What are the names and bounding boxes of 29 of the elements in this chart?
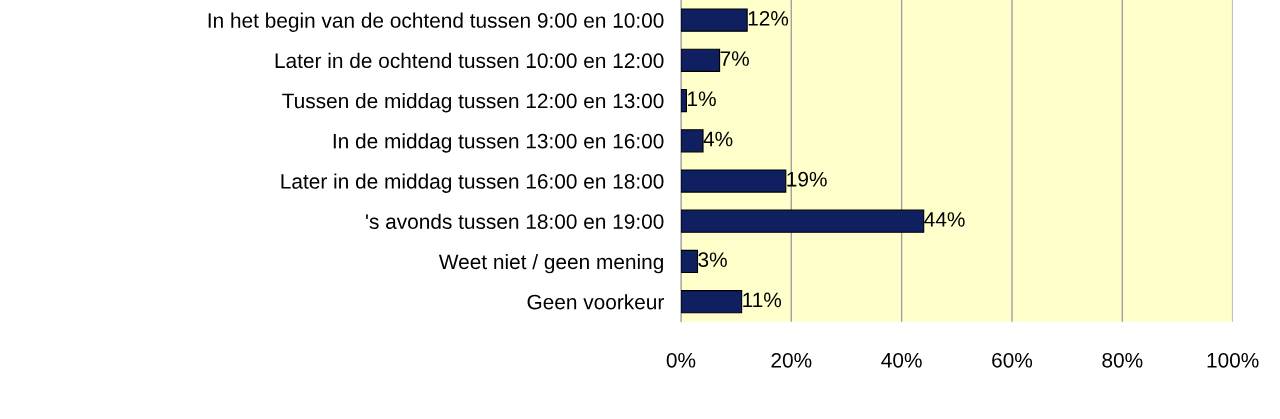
- x-tick-label: 80%: [1102, 352, 1143, 368]
- bar: [680, 48, 721, 72]
- y-tick-label: 's avonds tussen 18:00 en 19:00: [366, 213, 664, 229]
- x-tick-label: 20%: [771, 352, 812, 368]
- y-tick-label: Tussen de middag tussen 12:00 en 13:00: [282, 93, 664, 113]
- data-label: 19%: [787, 171, 827, 187]
- y-tick-label: Later in de middag tussen 16:00 en 18:00: [281, 173, 664, 193]
- bar: [680, 249, 699, 274]
- x-tick-label: 100%: [1207, 352, 1259, 368]
- data-label: 12%: [748, 10, 789, 26]
- y-tick-label: Geen voorkeur: [527, 294, 664, 310]
- bar: [680, 129, 704, 153]
- y-tick-label: In de middag tussen 13:00 en 16:00: [333, 133, 664, 153]
- y-tick-label: Weet niet / geen mening: [438, 253, 663, 274]
- bar: [680, 209, 925, 233]
- x-tick-label: 40%: [881, 352, 922, 368]
- y-tick-label: Later in de ochtend tussen 10:00 en 12:00: [275, 52, 664, 69]
- y-tick-label: In het begin van de ochtend tussen 9:00 en 10:00: [208, 12, 664, 32]
- data-label: 44%: [924, 212, 965, 227]
- bar: [680, 169, 787, 193]
- bar: [680, 8, 748, 32]
- data-label: 3%: [698, 252, 727, 268]
- data-label: 7%: [720, 51, 749, 66]
- data-label: 1%: [688, 91, 716, 107]
- x-tick-label: 0%: [666, 352, 696, 368]
- bar: [680, 88, 688, 113]
- x-tick-label: 60%: [992, 352, 1033, 368]
- bar: [680, 290, 743, 314]
- data-label: 11%: [743, 292, 782, 308]
